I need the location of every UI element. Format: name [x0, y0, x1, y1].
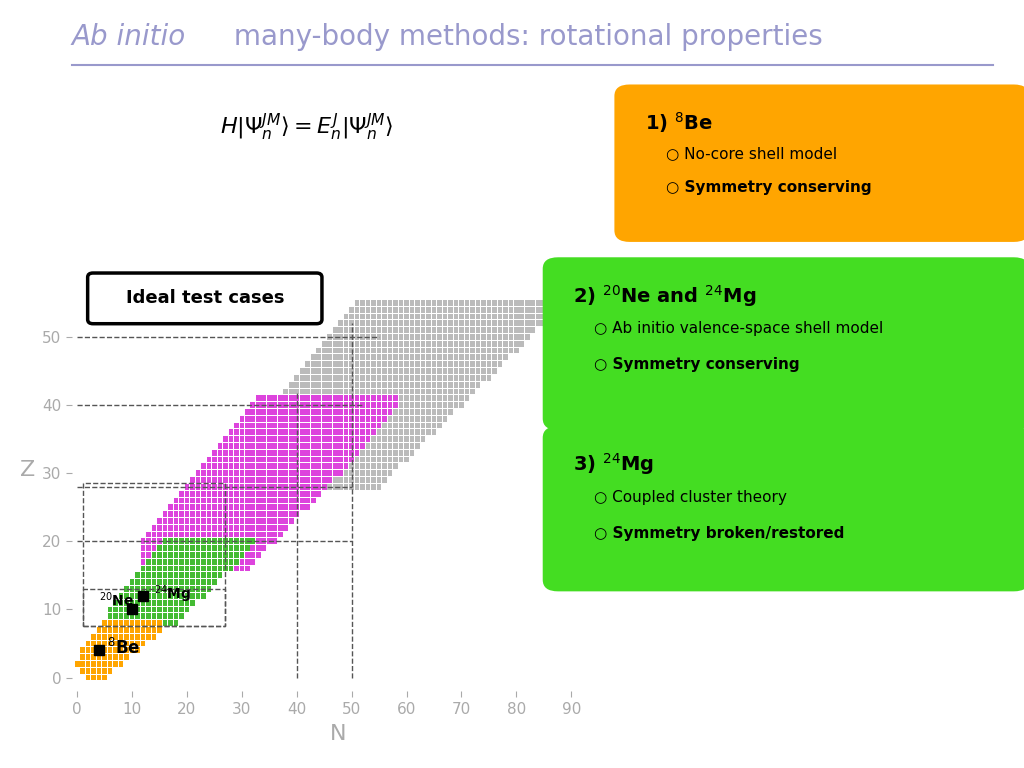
- Text: Ideal test cases: Ideal test cases: [126, 290, 284, 307]
- Text: ○ Symmetry broken/restored: ○ Symmetry broken/restored: [594, 526, 845, 541]
- Text: 2) $^{20}$Ne and $^{24}$Mg: 2) $^{20}$Ne and $^{24}$Mg: [573, 283, 757, 309]
- FancyBboxPatch shape: [88, 273, 322, 324]
- Text: $^{24}$Mg: $^{24}$Mg: [154, 584, 191, 605]
- Text: ○ Symmetry conserving: ○ Symmetry conserving: [594, 357, 800, 372]
- Text: Ab initio: Ab initio: [72, 23, 186, 51]
- Text: $^{20}$Ne: $^{20}$Ne: [99, 591, 134, 609]
- Text: ○ No-core shell model: ○ No-core shell model: [666, 146, 837, 161]
- Text: 3) $^{24}$Mg: 3) $^{24}$Mg: [573, 452, 654, 478]
- Text: ○ Ab initio valence-space shell model: ○ Ab initio valence-space shell model: [594, 321, 883, 336]
- Text: ○ Symmetry conserving: ○ Symmetry conserving: [666, 180, 871, 196]
- X-axis label: N: N: [330, 723, 346, 743]
- Text: $H|\Psi_n^{JM}\rangle = E_n^J |\Psi_n^{JM}\rangle$: $H|\Psi_n^{JM}\rangle = E_n^J |\Psi_n^{J…: [220, 111, 394, 143]
- Bar: [83, 483, 225, 627]
- Text: 1) $^8$Be: 1) $^8$Be: [645, 110, 713, 134]
- Text: many-body methods: rotational properties: many-body methods: rotational properties: [225, 23, 823, 51]
- Text: ○ Coupled cluster theory: ○ Coupled cluster theory: [594, 490, 786, 505]
- Y-axis label: Z: Z: [20, 460, 36, 480]
- Text: $^8$Be: $^8$Be: [108, 637, 140, 657]
- Bar: [83, 589, 225, 627]
